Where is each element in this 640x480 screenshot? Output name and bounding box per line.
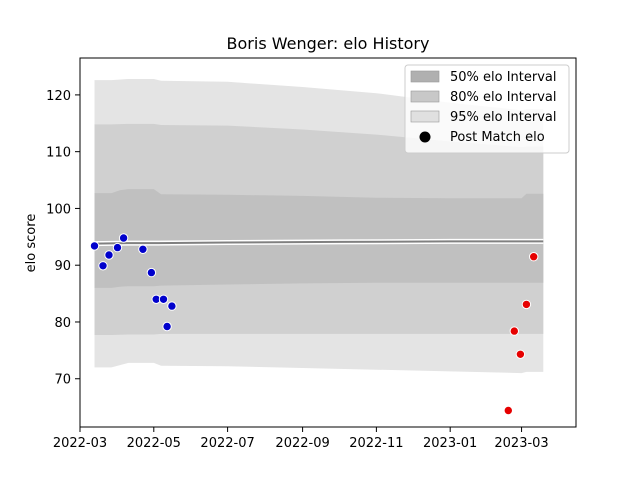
data-point xyxy=(521,299,532,310)
post-match-points xyxy=(89,233,539,416)
x-tick-label: 2022-11 xyxy=(349,436,403,451)
plot-frame xyxy=(79,57,577,428)
x-tick-label: 2022-03 xyxy=(53,436,107,451)
data-point xyxy=(104,250,114,260)
mean-line xyxy=(94,240,544,245)
legend: 50% elo Interval 80% elo Interval 95% elo … xyxy=(404,64,570,154)
data-point xyxy=(89,241,100,251)
interval-band-3 xyxy=(94,189,544,288)
data-point xyxy=(162,321,172,332)
data-point xyxy=(529,252,539,262)
data-point xyxy=(509,326,519,336)
legend-label: 50% elo Interval xyxy=(450,70,557,85)
data-point xyxy=(138,244,148,255)
y-axis-label: elo score xyxy=(24,214,39,273)
legend-swatch xyxy=(410,110,440,123)
y-tick-label: 80 xyxy=(54,316,71,331)
y-axis: 70 80 90 100 110 120 xyxy=(46,89,80,388)
y-tick-label: 70 xyxy=(54,373,71,388)
data-point xyxy=(167,301,177,311)
data-point xyxy=(158,294,169,304)
y-tick-label: 110 xyxy=(46,146,71,161)
data-point xyxy=(146,267,157,278)
data-point xyxy=(118,233,129,243)
legend-label: Post Match elo xyxy=(450,130,545,145)
legend-marker xyxy=(419,131,431,143)
legend-label: 80% elo Interval xyxy=(450,90,557,105)
x-tick-label: 2023-01 xyxy=(423,436,477,451)
x-tick-label: 2023-03 xyxy=(494,436,548,451)
chart-title: Boris Wenger: elo History xyxy=(227,34,430,53)
data-point xyxy=(112,242,123,253)
legend-box xyxy=(404,64,570,154)
legend-swatch xyxy=(410,70,440,83)
data-point xyxy=(515,349,526,359)
mean-elo-line xyxy=(94,238,544,247)
x-tick-label: 2022-07 xyxy=(200,436,254,451)
y-tick-label: 90 xyxy=(54,259,71,274)
data-point xyxy=(503,405,513,416)
y-tick-label: 100 xyxy=(46,202,71,217)
legend-swatch xyxy=(410,90,440,103)
x-tick-label: 2022-05 xyxy=(127,436,181,451)
x-tick-label: 2022-09 xyxy=(275,436,329,451)
data-point xyxy=(98,261,108,271)
x-axis: 2022-03 2022-05 2022-07 2022-09 2022-11 2023-… xyxy=(53,427,549,451)
legend-label: 95% elo Interval xyxy=(450,110,557,125)
y-tick-label: 120 xyxy=(46,89,71,104)
